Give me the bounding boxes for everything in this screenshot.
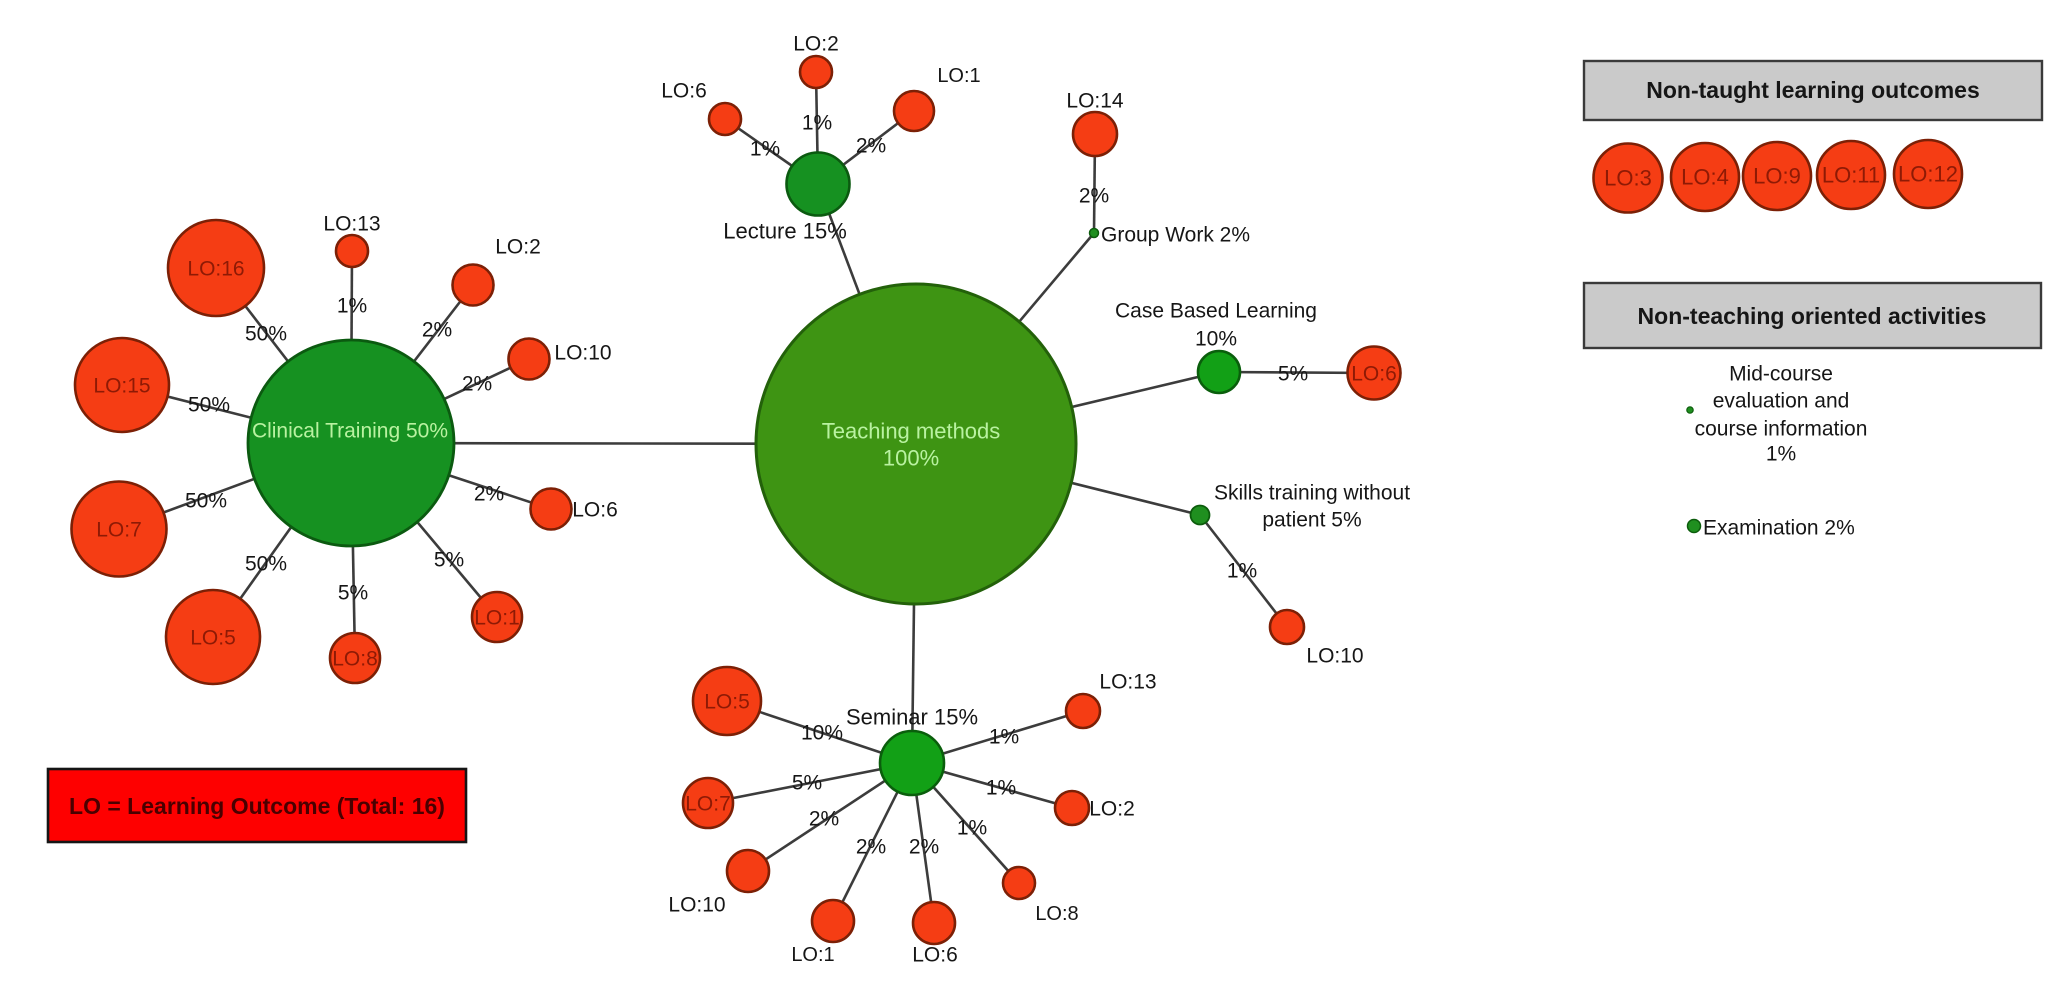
svg-text:100%: 100% bbox=[883, 446, 939, 471]
svg-text:LO:10: LO:10 bbox=[1306, 644, 1363, 667]
svg-text:LO:8: LO:8 bbox=[332, 647, 378, 670]
svg-text:1%: 1% bbox=[957, 816, 987, 839]
svg-text:Lecture 15%: Lecture 15% bbox=[723, 219, 847, 244]
svg-text:10%: 10% bbox=[1195, 327, 1237, 350]
svg-text:Non-teaching oriented activiti: Non-teaching oriented activities bbox=[1638, 303, 1987, 329]
svg-text:LO:6: LO:6 bbox=[912, 943, 958, 966]
svg-text:LO:3: LO:3 bbox=[1604, 166, 1652, 191]
svg-text:1%: 1% bbox=[989, 725, 1019, 748]
svg-text:LO:9: LO:9 bbox=[1753, 164, 1801, 189]
svg-text:course information: course information bbox=[1695, 417, 1868, 440]
svg-text:Case Based Learning: Case Based Learning bbox=[1115, 299, 1317, 322]
svg-text:5%: 5% bbox=[1278, 362, 1308, 385]
svg-text:LO:4: LO:4 bbox=[1681, 165, 1729, 190]
svg-text:LO:6: LO:6 bbox=[661, 79, 707, 102]
svg-text:Non-taught learning outcomes: Non-taught learning outcomes bbox=[1646, 77, 1980, 103]
svg-text:5%: 5% bbox=[338, 581, 368, 604]
svg-text:2%: 2% bbox=[422, 318, 452, 341]
svg-text:50%: 50% bbox=[245, 322, 287, 345]
svg-text:LO:6: LO:6 bbox=[1351, 362, 1397, 385]
svg-text:LO:15: LO:15 bbox=[93, 374, 150, 397]
svg-text:2%: 2% bbox=[462, 372, 492, 395]
svg-text:1%: 1% bbox=[337, 294, 367, 317]
svg-text:1%: 1% bbox=[986, 776, 1016, 799]
svg-text:LO = Learning Outcome (Total:: LO = Learning Outcome (Total: 16) bbox=[69, 793, 445, 819]
svg-text:2%: 2% bbox=[1079, 184, 1109, 207]
svg-text:LO:5: LO:5 bbox=[704, 690, 750, 713]
svg-text:2%: 2% bbox=[856, 134, 886, 157]
svg-text:10%: 10% bbox=[801, 721, 843, 744]
svg-text:2%: 2% bbox=[909, 835, 939, 858]
svg-text:1%: 1% bbox=[1766, 442, 1796, 465]
svg-text:LO:13: LO:13 bbox=[1099, 670, 1156, 693]
svg-text:LO:13: LO:13 bbox=[323, 212, 380, 235]
svg-text:2%: 2% bbox=[474, 482, 504, 505]
svg-text:Mid-course: Mid-course bbox=[1729, 362, 1833, 385]
svg-text:2%: 2% bbox=[809, 807, 839, 830]
svg-text:50%: 50% bbox=[185, 489, 227, 512]
svg-text:LO:12: LO:12 bbox=[1898, 162, 1958, 187]
svg-text:LO:6: LO:6 bbox=[572, 498, 618, 521]
svg-text:LO:2: LO:2 bbox=[495, 235, 541, 258]
svg-text:50%: 50% bbox=[245, 552, 287, 575]
svg-text:LO:1: LO:1 bbox=[791, 944, 834, 966]
svg-text:1%: 1% bbox=[1227, 559, 1257, 582]
svg-text:LO:7: LO:7 bbox=[685, 792, 731, 815]
svg-text:1%: 1% bbox=[750, 137, 780, 160]
svg-text:Examination 2%: Examination 2% bbox=[1703, 516, 1855, 539]
svg-text:patient 5%: patient 5% bbox=[1262, 508, 1361, 531]
svg-text:evaluation and: evaluation and bbox=[1713, 389, 1850, 412]
svg-text:5%: 5% bbox=[792, 771, 822, 794]
svg-text:1%: 1% bbox=[802, 111, 832, 134]
svg-text:Seminar 15%: Seminar 15% bbox=[846, 705, 978, 730]
svg-text:LO:1: LO:1 bbox=[937, 65, 980, 87]
svg-text:Group Work 2%: Group Work 2% bbox=[1101, 223, 1250, 246]
svg-text:LO:11: LO:11 bbox=[1822, 163, 1880, 188]
svg-text:Skills training without: Skills training without bbox=[1214, 481, 1410, 504]
svg-text:LO:10: LO:10 bbox=[668, 893, 725, 916]
svg-text:LO:5: LO:5 bbox=[190, 626, 236, 649]
svg-text:LO:1: LO:1 bbox=[474, 606, 520, 629]
svg-text:LO:10: LO:10 bbox=[554, 341, 611, 364]
svg-text:LO:8: LO:8 bbox=[1035, 903, 1078, 925]
svg-text:LO:16: LO:16 bbox=[187, 257, 244, 280]
svg-text:2%: 2% bbox=[856, 835, 886, 858]
svg-text:LO:2: LO:2 bbox=[793, 32, 839, 55]
svg-text:LO:2: LO:2 bbox=[1089, 797, 1135, 820]
svg-text:50%: 50% bbox=[188, 393, 230, 416]
svg-text:LO:14: LO:14 bbox=[1066, 89, 1124, 112]
svg-text:Clinical Training 50%: Clinical Training 50% bbox=[252, 419, 448, 442]
svg-text:LO:7: LO:7 bbox=[96, 518, 142, 541]
svg-text:5%: 5% bbox=[434, 548, 464, 571]
svg-text:Teaching methods: Teaching methods bbox=[822, 419, 1001, 444]
